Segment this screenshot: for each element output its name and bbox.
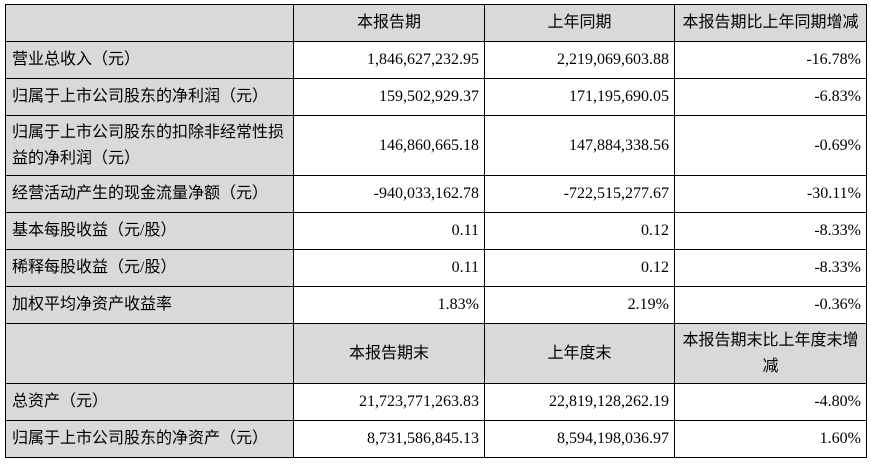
value-current: 21,723,771,263.83: [293, 383, 485, 421]
financial-summary-table: 本报告期 上年同期 本报告期比上年同期增减 营业总收入（元） 1,846,627…: [5, 4, 867, 458]
value-prior: 147,884,338.56: [484, 115, 675, 176]
value-change: -6.83%: [674, 78, 867, 116]
value-prior: 171,195,690.05: [484, 78, 675, 116]
value-prior: 2.19%: [484, 286, 675, 324]
value-current: 146,860,665.18: [293, 115, 485, 176]
value-change: -8.33%: [674, 249, 867, 287]
value-change: -0.69%: [674, 115, 867, 176]
column-header-prior-year-end: 上年度末: [484, 323, 675, 384]
table-row-net-profit-excl-nonrecurring: 归属于上市公司股东的扣除非经常性损益的净利润（元） 146,860,665.18…: [5, 115, 867, 176]
value-current: 1.83%: [293, 286, 485, 324]
table-row-basic-eps: 基本每股收益（元/股） 0.11 0.12 -8.33%: [5, 212, 867, 250]
value-change: -8.33%: [674, 212, 867, 250]
value-change: -0.36%: [674, 286, 867, 324]
metric-label: 归属于上市公司股东的扣除非经常性损益的净利润（元）: [5, 115, 294, 176]
value-change: 1.60%: [674, 420, 867, 458]
value-prior: 8,594,198,036.97: [484, 420, 675, 458]
metric-label: 稀释每股收益（元/股）: [5, 249, 294, 287]
metric-label: 归属于上市公司股东的净利润（元）: [5, 78, 294, 116]
value-prior: 22,819,128,262.19: [484, 383, 675, 421]
metric-label: 加权平均净资产收益率: [5, 286, 294, 324]
value-current: 0.11: [293, 249, 485, 287]
table-row-total-assets: 总资产（元） 21,723,771,263.83 22,819,128,262.…: [5, 383, 867, 421]
metric-label: 归属于上市公司股东的净资产（元）: [5, 420, 294, 458]
table-row-operating-cash-flow: 经营活动产生的现金流量净额（元） -940,033,162.78 -722,51…: [5, 175, 867, 213]
value-current: 159,502,929.37: [293, 78, 485, 116]
value-current: -940,033,162.78: [293, 175, 485, 213]
value-current: 8,731,586,845.13: [293, 420, 485, 458]
table-row-net-profit: 归属于上市公司股东的净利润（元） 159,502,929.37 171,195,…: [5, 78, 867, 116]
value-change: -16.78%: [674, 41, 867, 79]
value-prior: 0.12: [484, 212, 675, 250]
metric-label: 基本每股收益（元/股）: [5, 212, 294, 250]
table-row-diluted-eps: 稀释每股收益（元/股） 0.11 0.12 -8.33%: [5, 249, 867, 287]
value-change: -30.11%: [674, 175, 867, 213]
table-row-net-assets: 归属于上市公司股东的净资产（元） 8,731,586,845.13 8,594,…: [5, 420, 867, 458]
column-header-current-period: 本报告期: [293, 4, 485, 42]
metric-label: 经营活动产生的现金流量净额（元）: [5, 175, 294, 213]
value-current: 1,846,627,232.95: [293, 41, 485, 79]
metric-label: 总资产（元）: [5, 383, 294, 421]
section2-header-row: 本报告期末 上年度末 本报告期末比上年度末增减: [5, 323, 867, 384]
column-header-change: 本报告期比上年同期增减: [674, 4, 867, 42]
value-prior: 2,219,069,603.88: [484, 41, 675, 79]
section1-header-row: 本报告期 上年同期 本报告期比上年同期增减: [5, 4, 867, 42]
column-header-change-end: 本报告期末比上年度末增减: [674, 323, 867, 384]
value-prior: 0.12: [484, 249, 675, 287]
metric-label: 营业总收入（元）: [5, 41, 294, 79]
table-row-total-revenue: 营业总收入（元） 1,846,627,232.95 2,219,069,603.…: [5, 41, 867, 79]
value-change: -4.80%: [674, 383, 867, 421]
header-blank-cell: [5, 4, 294, 42]
column-header-prior-period: 上年同期: [484, 4, 675, 42]
table-row-weighted-avg-roe: 加权平均净资产收益率 1.83% 2.19% -0.36%: [5, 286, 867, 324]
value-prior: -722,515,277.67: [484, 175, 675, 213]
value-current: 0.11: [293, 212, 485, 250]
column-header-period-end: 本报告期末: [293, 323, 485, 384]
header-blank-cell: [5, 323, 294, 384]
